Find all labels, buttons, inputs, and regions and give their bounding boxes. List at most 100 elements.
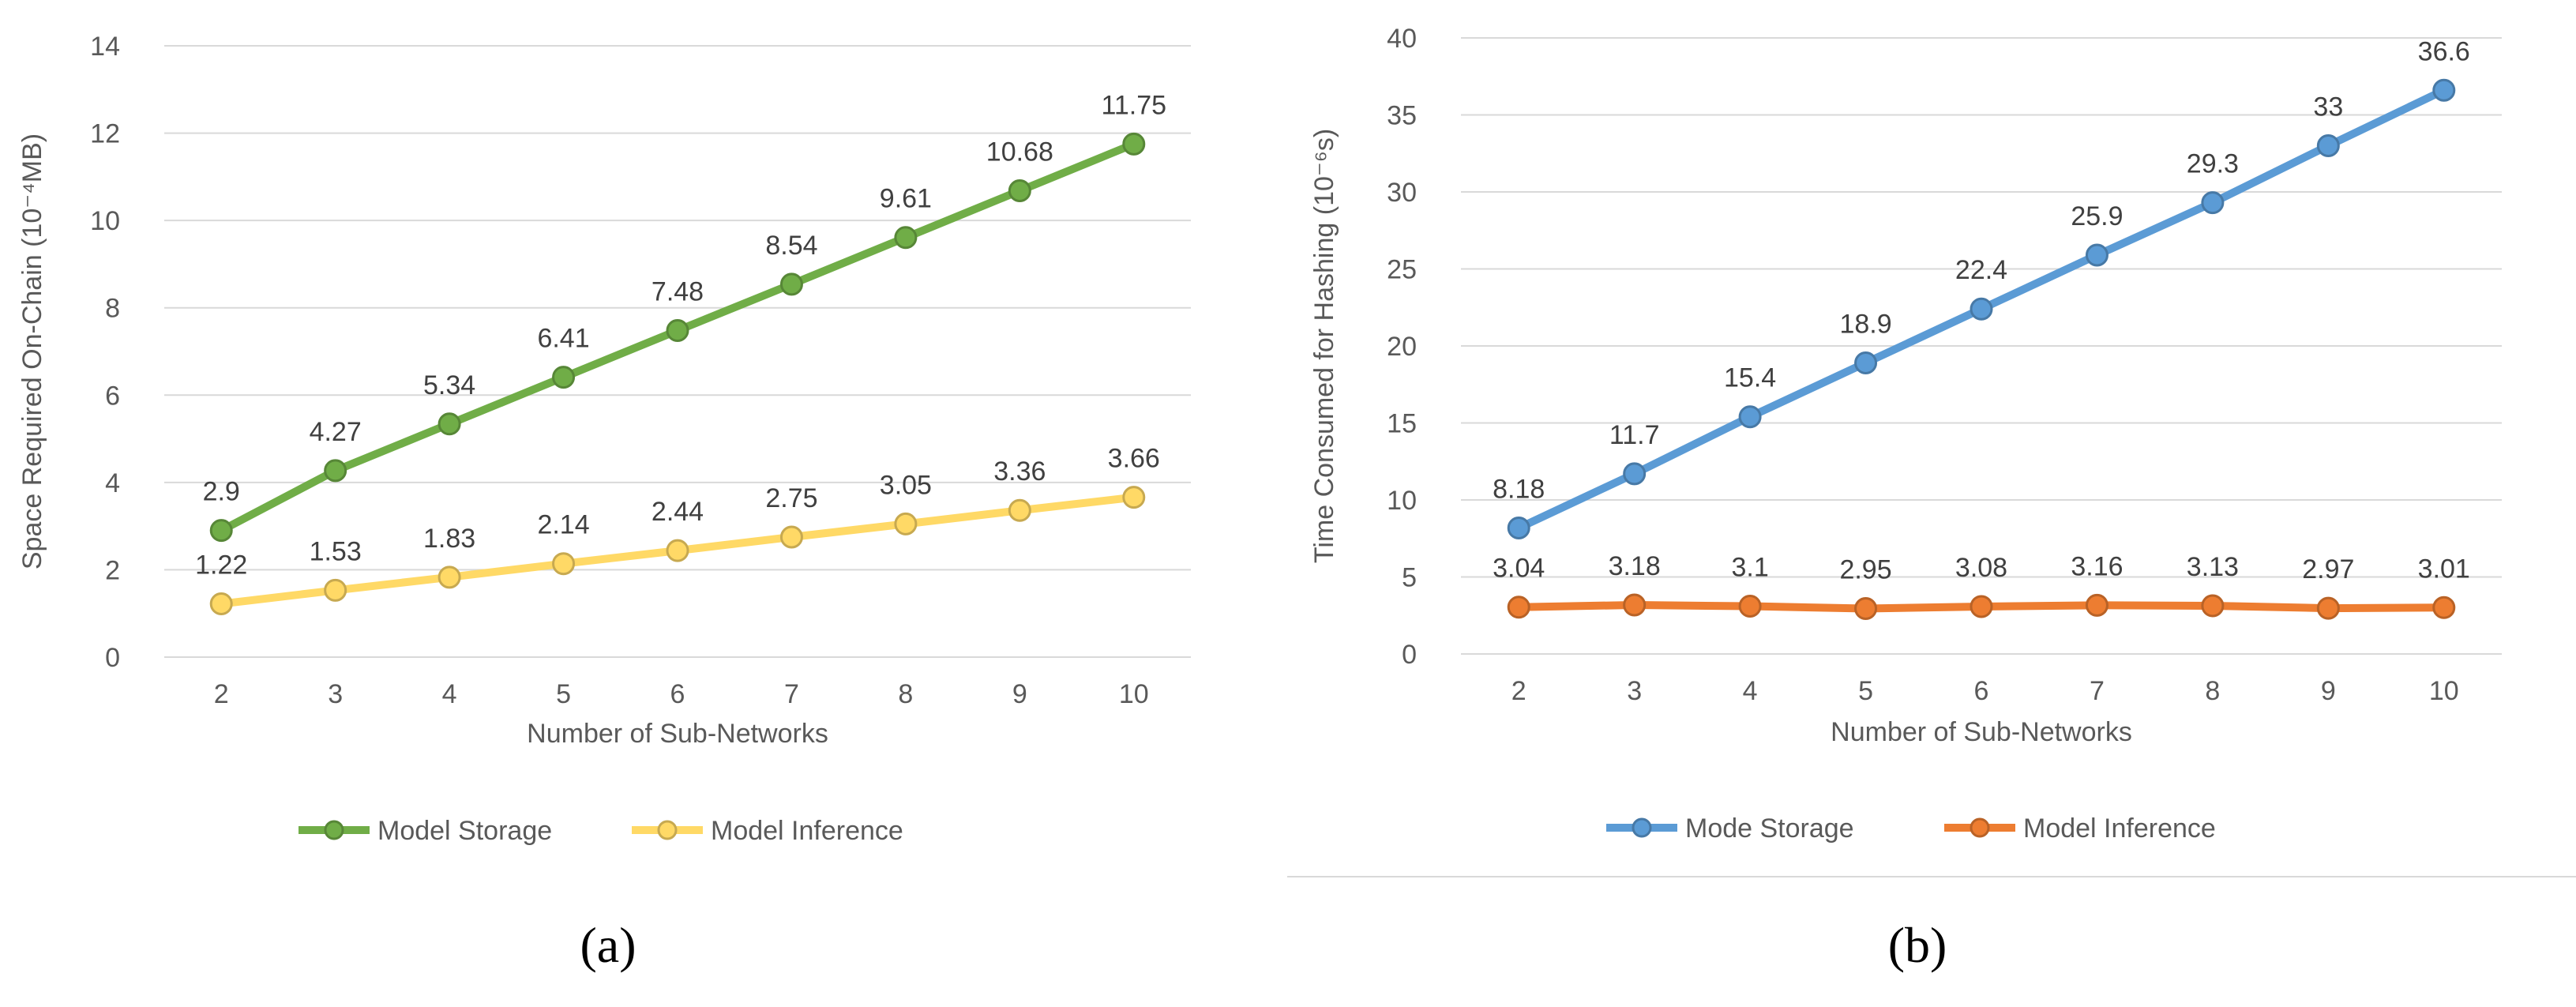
y-tick-a-1: 2 xyxy=(105,555,120,585)
x-tick-b-7: 9 xyxy=(2321,676,2336,706)
legend-label-b-0: Mode Storage xyxy=(1685,813,1854,844)
y-tick-a-5: 10 xyxy=(90,206,120,236)
data-point-b-0-6 xyxy=(2201,191,2225,215)
y-tick-b-3: 15 xyxy=(1387,409,1417,439)
data-label-b-0-8: 36.6 xyxy=(2418,36,2470,66)
data-label-a-1-8: 3.66 xyxy=(1108,444,1160,474)
data-label-b-0-5: 25.9 xyxy=(2071,201,2123,231)
panel-label-a: (a) xyxy=(580,917,636,973)
data-point-b-1-0 xyxy=(1507,596,1530,619)
data-point-b-1-4 xyxy=(1970,595,1993,618)
data-label-a-0-2: 5.34 xyxy=(423,370,475,400)
y-tick-labels-a: 0 2 4 6 8 10 12 14 xyxy=(90,32,120,673)
data-point-a-1-1 xyxy=(324,578,347,602)
legend-label-a-1: Model Inference xyxy=(711,816,903,846)
x-tick-a-0: 2 xyxy=(214,679,229,709)
legend-marker-b-0 xyxy=(1632,817,1652,838)
x-tick-labels-b: 2 3 4 5 6 7 8 9 10 xyxy=(1511,676,2459,706)
data-point-a-0-0 xyxy=(209,519,233,543)
series-group-a xyxy=(209,132,1146,616)
x-tick-b-3: 5 xyxy=(1858,676,1873,706)
data-label-a-1-6: 3.05 xyxy=(880,470,932,500)
data-point-a-0-8 xyxy=(1122,132,1146,156)
legend-item-b-1: Model Inference xyxy=(1944,813,2216,844)
x-axis-label-b: Number of Sub-Networks xyxy=(1831,717,2132,747)
data-label-b-1-5: 3.16 xyxy=(2071,551,2123,581)
data-point-a-0-3 xyxy=(552,366,576,389)
x-tick-b-2: 4 xyxy=(1743,676,1758,706)
y-axis-label-a: Space Required On-Chain (10⁻⁴MB) xyxy=(17,133,47,569)
data-point-b-1-8 xyxy=(2432,596,2456,619)
chart-panel-a: 0 2 4 6 8 10 12 14 2 3 4 5 6 7 8 9 10 2.9 4.27 5.34 6.41 7.… xyxy=(17,32,1191,973)
data-point-a-0-5 xyxy=(779,272,803,296)
data-point-a-1-5 xyxy=(779,525,803,549)
y-tick-a-0: 0 xyxy=(105,643,120,673)
data-label-b-0-6: 29.3 xyxy=(2187,149,2239,179)
y-tick-b-6: 30 xyxy=(1387,178,1417,208)
y-tick-a-3: 6 xyxy=(105,381,120,411)
x-tick-a-3: 5 xyxy=(556,679,571,709)
data-label-b-0-2: 15.4 xyxy=(1724,363,1776,393)
x-tick-a-1: 3 xyxy=(328,679,343,709)
x-tick-b-5: 7 xyxy=(2090,676,2105,706)
data-point-b-0-2 xyxy=(1738,405,1762,429)
data-label-a-0-5: 8.54 xyxy=(765,231,817,261)
data-point-a-1-6 xyxy=(894,512,918,535)
data-label-b-1-8: 3.01 xyxy=(2418,554,2470,584)
data-label-b-1-3: 2.95 xyxy=(1839,554,1891,584)
y-tick-b-8: 40 xyxy=(1387,24,1417,54)
data-label-b-0-7: 33 xyxy=(2313,92,2343,122)
x-tick-a-8: 10 xyxy=(1119,679,1149,709)
data-label-b-0-4: 22.4 xyxy=(1955,255,2007,285)
x-tick-a-2: 4 xyxy=(442,679,457,709)
data-point-b-0-0 xyxy=(1507,516,1530,539)
y-tick-b-1: 5 xyxy=(1402,563,1417,593)
data-point-a-1-3 xyxy=(552,552,576,576)
y-tick-b-4: 20 xyxy=(1387,332,1417,362)
y-tick-b-0: 0 xyxy=(1402,640,1417,670)
x-tick-b-6: 8 xyxy=(2205,676,2220,706)
data-label-a-0-7: 10.68 xyxy=(986,137,1053,167)
legend-item-a-1: Model Inference xyxy=(632,816,903,846)
data-label-b-0-0: 8.18 xyxy=(1493,474,1545,504)
x-tick-b-0: 2 xyxy=(1511,676,1526,706)
legend-item-b-0: Mode Storage xyxy=(1606,813,1854,844)
data-point-a-0-4 xyxy=(666,318,689,342)
x-tick-a-5: 7 xyxy=(784,679,799,709)
data-label-a-0-1: 4.27 xyxy=(310,417,362,447)
data-label-a-0-3: 6.41 xyxy=(537,324,589,354)
series-group-b xyxy=(1507,78,2456,620)
data-point-b-0-1 xyxy=(1623,462,1647,486)
y-tick-a-2: 4 xyxy=(105,468,120,498)
x-tick-b-4: 6 xyxy=(1974,676,1989,706)
chart-panel-b: 0 5 10 15 20 25 30 35 40 2 3 4 5 6 7 8 9 10 8.18 11.7 15.4… xyxy=(1309,24,2502,973)
x-tick-b-1: 3 xyxy=(1627,676,1642,706)
y-axis-label-b: Time Consumed for Hashing (10⁻⁶s) xyxy=(1309,129,1339,563)
data-label-b-1-7: 2.97 xyxy=(2302,554,2354,584)
data-label-a-1-5: 2.75 xyxy=(765,483,817,513)
data-point-b-1-7 xyxy=(2316,596,2340,620)
data-label-a-0-8: 11.75 xyxy=(1101,90,1166,120)
y-tick-a-4: 8 xyxy=(105,294,120,324)
data-label-b-1-4: 3.08 xyxy=(1955,553,2007,583)
data-label-a-1-2: 1.83 xyxy=(423,524,475,554)
legend-marker-b-1 xyxy=(1970,817,1990,838)
data-point-a-1-4 xyxy=(666,539,689,562)
legend-label-b-1: Model Inference xyxy=(2023,813,2216,844)
data-labels-b: 8.18 11.7 15.4 18.9 22.4 25.9 29.3 33 36.6 3.04 3.… xyxy=(1493,36,2470,584)
data-label-b-0-3: 18.9 xyxy=(1839,309,1891,339)
data-point-a-1-7 xyxy=(1008,498,1031,522)
data-label-a-0-4: 7.48 xyxy=(652,276,704,306)
data-point-a-1-8 xyxy=(1122,486,1146,509)
data-point-a-0-1 xyxy=(324,459,347,483)
legend-marker-a-1 xyxy=(657,820,678,840)
legend-b: Mode Storage Model Inference xyxy=(1606,813,2216,844)
data-label-a-0-0: 2.9 xyxy=(203,477,240,507)
legend-marker-a-0 xyxy=(324,820,344,840)
data-label-b-1-0: 3.04 xyxy=(1493,554,1545,584)
y-tick-b-5: 25 xyxy=(1387,255,1417,285)
data-point-a-1-0 xyxy=(209,592,233,616)
data-point-a-0-7 xyxy=(1008,179,1031,203)
y-tick-a-6: 12 xyxy=(90,119,120,149)
